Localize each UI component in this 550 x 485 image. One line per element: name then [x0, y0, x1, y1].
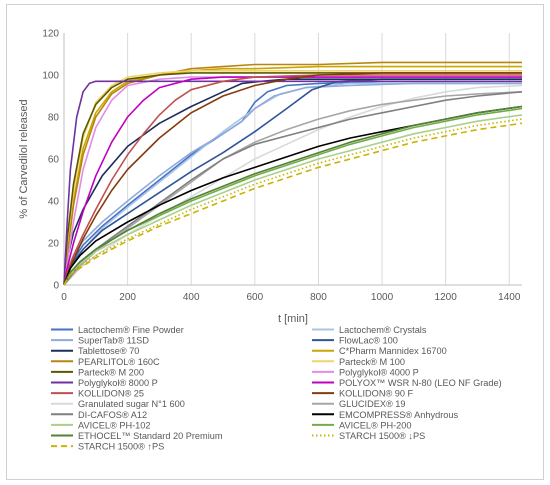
- legend-label: C*Pharm Mannidex 16700: [339, 346, 447, 356]
- x-tick-label: 1000: [371, 292, 394, 303]
- series-line-14: [63, 72, 522, 286]
- legend-label: Parteck® M 200: [78, 367, 144, 377]
- x-tick-label: 800: [310, 292, 327, 303]
- legend-label: Polyglykol® 8000 P: [78, 378, 158, 388]
- series-line-15: [63, 84, 523, 286]
- series-line-2: [63, 82, 522, 286]
- x-axis-label: t [min]: [278, 313, 308, 325]
- legend-label: Parteck® M 100: [339, 357, 405, 367]
- legend-label: SuperTab® 11SD: [78, 336, 149, 346]
- x-tick-label: 1200: [435, 292, 458, 303]
- series-line-13: [63, 74, 522, 286]
- legend-label: FlowLac® 100: [339, 336, 398, 346]
- legend-label: AVICEL® PH-102: [78, 420, 150, 430]
- series-line-17: [63, 91, 523, 286]
- series-line-10: [63, 76, 522, 286]
- y-tick-label: 20: [48, 239, 60, 250]
- legend-label: KOLLIDON® 25: [78, 389, 144, 399]
- y-tick-label: 40: [48, 197, 60, 208]
- series-line-12: [63, 76, 522, 286]
- series-line-4: [63, 78, 522, 286]
- legend-label: STARCH 1500® ↑PS: [78, 442, 164, 452]
- series-line-5: [63, 78, 522, 286]
- axes: 0 200 400 600 800 1000 1200 1400 0 20 40 60 80 100 120: [42, 29, 522, 303]
- series-line-21: [63, 105, 523, 286]
- x-tick-label: 0: [61, 292, 67, 303]
- legend: Lactochem® Fine Powder Lactochem® Crystal…: [51, 325, 502, 452]
- y-tick-label: 100: [42, 71, 59, 82]
- release-chart: 0 200 400 600 800 1000 1200 1400 0 20 40 60 80 100 120…: [18, 29, 523, 452]
- y-tick-label: 120: [42, 29, 59, 40]
- legend-label: Polyglykol® 4000 P: [339, 367, 419, 377]
- series-line-11: [63, 80, 522, 286]
- legend-label: PEARLITOL® 160C: [78, 357, 160, 367]
- x-tick-label: 600: [246, 292, 263, 303]
- legend-label: DI-CAFOS® A12: [78, 410, 147, 420]
- legend-label: Tablettose® 70: [78, 346, 139, 356]
- x-tick-label: 1400: [498, 292, 521, 303]
- legend-label: Lactochem® Fine Powder: [78, 325, 184, 335]
- series-line-23: [63, 122, 523, 286]
- legend-label: GLUCIDEX® 19: [339, 399, 406, 409]
- y-axis-label: % of Carvedilol released: [18, 99, 30, 218]
- series-line-8: [63, 70, 522, 286]
- legend-label: POLYOX™ WSR N-80 (LEO NF Grade): [339, 378, 502, 388]
- legend-label: EMCOMPRESS® Anhydrous: [339, 410, 459, 420]
- legend-label: STARCH 1500® ↓PS: [339, 431, 425, 441]
- series-line-3: [63, 82, 522, 286]
- series-line-19: [63, 114, 523, 286]
- x-tick-label: 200: [119, 292, 136, 303]
- legend-label: Granulated sugar N°1 600: [78, 399, 185, 409]
- legend-label: AVICEL® PH-200: [339, 420, 411, 430]
- chart-frame: 0 200 400 600 800 1000 1200 1400 0 20 40 60 80 100 120…: [6, 4, 544, 480]
- y-tick-label: 60: [48, 155, 60, 166]
- legend-label: Lactochem® Crystals: [339, 325, 427, 335]
- series-lines: [63, 61, 523, 286]
- y-tick-label: 80: [48, 113, 60, 124]
- x-tick-label: 400: [183, 292, 200, 303]
- series-line-18: [63, 105, 523, 286]
- series-line-16: [63, 91, 523, 286]
- y-tick-label: 0: [53, 281, 59, 292]
- legend-label: KOLLIDON® 90 F: [339, 389, 414, 399]
- legend-label: ETHOCEL™ Standard 20 Premium: [78, 431, 223, 441]
